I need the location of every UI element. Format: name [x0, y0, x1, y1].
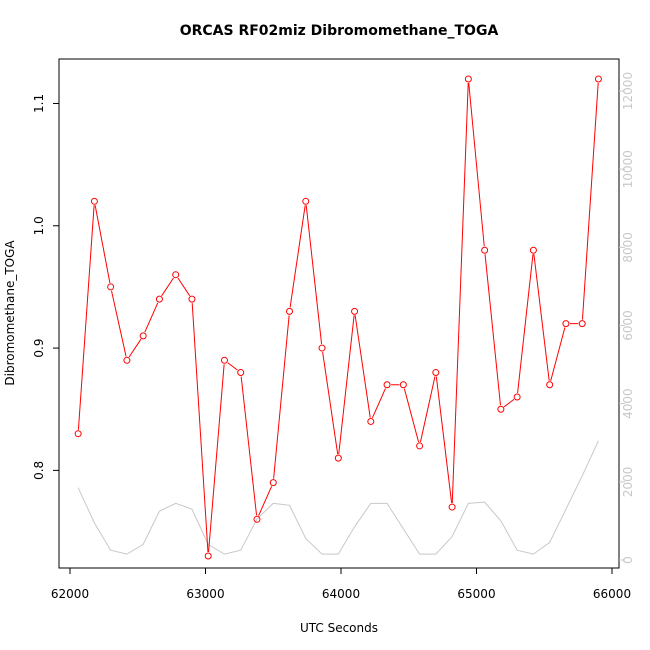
y-tick-label: 0.8 [32, 461, 46, 480]
series-segment [305, 205, 323, 345]
data-point [383, 381, 391, 389]
data-point [318, 344, 326, 352]
data-point [546, 381, 554, 389]
x-tick-label: 65000 [457, 587, 495, 601]
series-segment [322, 351, 339, 455]
data-point [448, 503, 456, 511]
series-segment [503, 399, 515, 408]
x-tick-label: 66000 [593, 587, 631, 601]
plot-frame [58, 58, 620, 569]
data-point [269, 479, 277, 487]
series-segment [273, 315, 290, 479]
data-point [155, 295, 163, 303]
series-segment [354, 315, 371, 418]
series-segment [451, 82, 469, 504]
series-segment [517, 254, 534, 394]
series-segment [403, 388, 420, 443]
series-segment [177, 277, 191, 297]
primary-series-layer [74, 75, 602, 560]
data-point [172, 271, 180, 279]
x-tick-label: 64000 [322, 587, 360, 601]
data-point [220, 356, 228, 364]
series-segment [94, 205, 111, 284]
series-segment [581, 82, 599, 320]
y-axis-label: Dibromomethane_TOGA [3, 240, 17, 386]
data-point [123, 356, 131, 364]
series-segment [77, 205, 95, 430]
data-point [351, 307, 359, 315]
data-point [253, 515, 261, 523]
y-tick-label: 1.1 [32, 94, 46, 113]
series-segment [533, 254, 550, 381]
series-segment [191, 303, 209, 553]
series-segment [240, 376, 258, 516]
series-segment [484, 254, 501, 406]
data-point [204, 552, 212, 560]
series-segment [419, 376, 436, 443]
y-tick-label: 1.0 [32, 216, 46, 235]
series-segment [550, 327, 566, 382]
data-point [416, 442, 424, 450]
data-point [286, 307, 294, 315]
series-segment [435, 376, 453, 504]
y2-tick-label: 0 [621, 556, 635, 564]
series-segment [227, 362, 238, 371]
series-segment [128, 338, 142, 358]
series-segment [144, 302, 159, 333]
secondary-series-layer [77, 440, 599, 555]
y2-axis: 0 2000 4000 6000 8000 10000 12000 [619, 72, 635, 564]
data-point [562, 320, 570, 328]
series-segment [208, 364, 225, 553]
y2-tick-label: 12000 [621, 72, 635, 110]
data-point [74, 430, 82, 438]
data-point [90, 197, 98, 205]
data-point [432, 369, 440, 377]
data-point [594, 75, 602, 83]
series-segment [371, 388, 386, 419]
x-axis: 62000 63000 64000 65000 66000 [51, 568, 631, 601]
y2-tick-label: 10000 [621, 150, 635, 188]
data-point [464, 75, 472, 83]
y-axis: 0.8 0.9 1.0 1.1 [32, 94, 59, 480]
data-point [107, 283, 115, 291]
series-segment [338, 315, 355, 455]
series-segment [161, 277, 174, 297]
secondary-series-line [77, 440, 599, 555]
data-point [367, 417, 375, 425]
data-point [139, 332, 147, 340]
y2-tick-label: 4000 [621, 388, 635, 419]
series-segment [468, 82, 485, 247]
data-point [334, 454, 342, 462]
y2-tick-label: 8000 [621, 232, 635, 263]
data-point [188, 295, 196, 303]
data-point [481, 246, 489, 254]
x-axis-label: UTC Seconds [300, 621, 378, 635]
series-segment [289, 205, 306, 308]
x-tick-label: 62000 [51, 587, 89, 601]
chart-title: ORCAS RF02miz Dibromomethane_TOGA [180, 23, 499, 39]
data-point [529, 246, 537, 254]
x-tick-label: 63000 [186, 587, 224, 601]
data-point [497, 405, 505, 413]
y2-tick-label: 6000 [621, 310, 635, 341]
y2-tick-label: 2000 [621, 467, 635, 498]
data-point [237, 369, 245, 377]
data-point [578, 320, 586, 328]
series-segment [258, 486, 273, 516]
series-segment [111, 290, 127, 357]
y-tick-label: 0.9 [32, 339, 46, 358]
data-point [399, 381, 407, 389]
data-point [513, 393, 521, 401]
data-point [302, 197, 310, 205]
